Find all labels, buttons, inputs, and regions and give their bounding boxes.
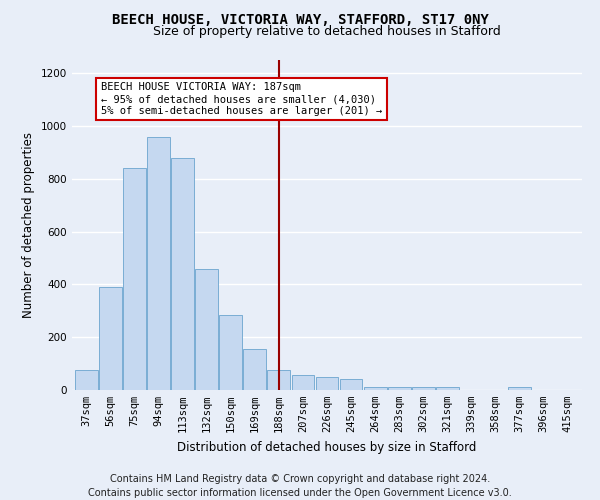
Title: Size of property relative to detached houses in Stafford: Size of property relative to detached ho… [153,25,501,38]
Text: Contains HM Land Registry data © Crown copyright and database right 2024.
Contai: Contains HM Land Registry data © Crown c… [88,474,512,498]
Bar [412,388,434,390]
Bar [388,388,410,390]
Bar [436,388,459,390]
Bar [244,349,266,390]
Bar [220,315,242,390]
Bar [340,380,362,390]
Text: BEECH HOUSE VICTORIA WAY: 187sqm
← 95% of detached houses are smaller (4,030)
5%: BEECH HOUSE VICTORIA WAY: 187sqm ← 95% o… [101,82,382,116]
Bar [292,376,314,390]
Bar [99,287,122,390]
Bar [147,136,170,390]
Bar [268,370,290,390]
Bar [364,388,386,390]
Bar [508,388,531,390]
Bar [123,168,146,390]
Y-axis label: Number of detached properties: Number of detached properties [22,132,35,318]
Text: BEECH HOUSE, VICTORIA WAY, STAFFORD, ST17 0NY: BEECH HOUSE, VICTORIA WAY, STAFFORD, ST1… [112,12,488,26]
X-axis label: Distribution of detached houses by size in Stafford: Distribution of detached houses by size … [178,440,476,454]
Bar [171,158,194,390]
Bar [195,268,218,390]
Bar [75,370,98,390]
Bar [316,377,338,390]
